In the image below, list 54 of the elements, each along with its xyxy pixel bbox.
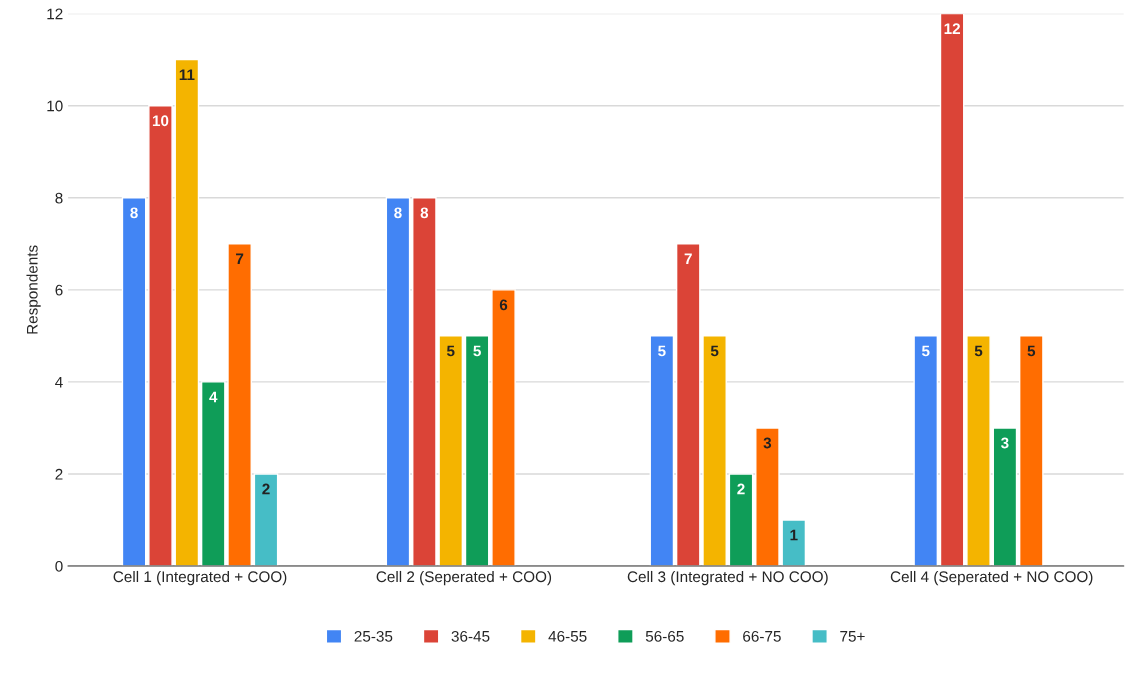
data-label: 5 — [658, 345, 666, 357]
data-label: 2 — [262, 483, 270, 495]
y-tick-label: 6 — [55, 284, 63, 296]
legend-label: 56-65 — [645, 630, 684, 642]
data-label: 5 — [974, 345, 983, 357]
y-tick-label: 2 — [55, 468, 63, 480]
bar — [728, 473, 754, 567]
bar — [464, 335, 490, 567]
data-label: 10 — [152, 115, 169, 127]
y-axis-title: Respondents — [26, 245, 41, 334]
bar — [253, 473, 279, 567]
data-label: 4 — [209, 391, 218, 403]
data-label: 7 — [684, 253, 692, 265]
data-label: 7 — [236, 253, 244, 265]
data-label: 3 — [763, 437, 772, 449]
x-tick-label: Cell 4 (Seperated + NO COO) — [890, 570, 1093, 586]
data-label: 5 — [446, 345, 455, 357]
legend-label: 66-75 — [743, 630, 781, 642]
legend-label: 36-45 — [451, 630, 490, 642]
data-label: 12 — [944, 23, 961, 34]
data-label: 5 — [473, 345, 481, 357]
data-label: 5 — [921, 345, 930, 357]
data-label: 11 — [179, 69, 195, 80]
y-tick-label: 8 — [55, 192, 63, 204]
bar — [385, 197, 411, 567]
bar — [939, 13, 965, 567]
bar — [174, 58, 200, 567]
bar — [121, 197, 147, 567]
x-tick-label: Cell 1 (Integrated + COO) — [113, 570, 287, 586]
bar — [966, 335, 991, 567]
legend-label: 25-35 — [354, 630, 393, 642]
bar — [148, 105, 173, 567]
bar — [649, 335, 675, 567]
bar — [992, 427, 1018, 567]
bar — [491, 289, 516, 567]
legend-label: 75+ — [840, 631, 865, 642]
data-label: 5 — [710, 345, 719, 357]
y-tick-label: 10 — [47, 100, 63, 112]
bar — [913, 335, 939, 567]
data-label: 8 — [394, 207, 402, 219]
y-tick-label: 12 — [47, 8, 63, 20]
bar — [1018, 335, 1044, 567]
y-tick-label: 4 — [55, 376, 63, 388]
data-label: 6 — [499, 299, 508, 311]
data-label: 2 — [737, 483, 745, 495]
data-label: 5 — [1027, 345, 1036, 357]
data-label: 1 — [790, 529, 798, 541]
data-label: 8 — [130, 207, 138, 219]
data-label: 8 — [420, 207, 429, 219]
x-tick-label: Cell 3 (Integrated + NO COO) — [627, 570, 828, 586]
data-label: 3 — [1001, 437, 1009, 449]
y-tick-label: 0 — [55, 560, 63, 572]
legend-label: 46-55 — [548, 630, 587, 642]
x-tick-label: Cell 2 (Seperated + COO) — [376, 570, 552, 586]
